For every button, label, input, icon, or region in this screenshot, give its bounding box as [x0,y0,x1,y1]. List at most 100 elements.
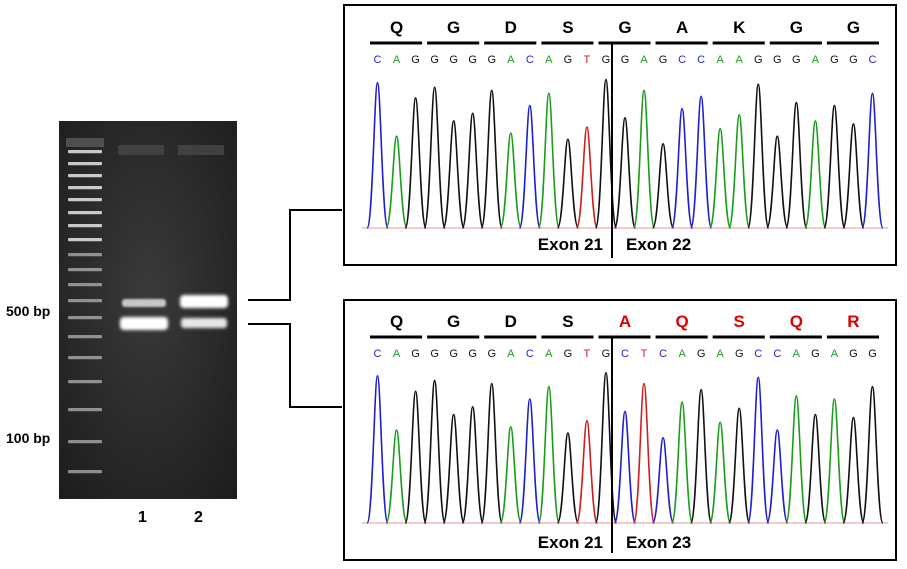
trace-peak [442,413,465,524]
trace-peak [613,117,637,229]
trace-peak [385,135,408,229]
base-call: G [868,348,877,360]
amino-acid-label: Q [390,18,403,37]
base-call: G [411,348,420,360]
ladder-band [68,470,102,474]
amino-acid-label: S [562,18,573,37]
trace-peak [461,112,484,229]
base-call: A [717,54,725,66]
base-call: A [717,348,725,360]
ladder-band [68,356,102,360]
base-call: C [697,54,705,66]
trace-peak [651,436,675,524]
trace-peak [480,382,503,524]
ladder-band [68,380,102,384]
ladder-band [68,299,102,303]
ladder-band [68,211,102,215]
ladder-band [68,316,102,320]
ladder-band [68,186,102,190]
connector-lower-band-to-exon23 [248,323,342,408]
panel-bottom-border [343,299,897,561]
ladder-band [68,224,102,228]
base-call: G [697,348,706,360]
base-call: A [831,348,839,360]
base-call: A [393,348,401,360]
amino-acid-label: A [619,312,631,331]
connector-upper-band-to-exon22 [248,209,342,301]
trace-peak [804,413,827,524]
lane-1-bands [120,299,168,330]
amino-acid-label: S [562,312,573,331]
trace-peak [556,432,580,524]
lane-2-label: 2 [194,509,203,526]
trace-peak [461,405,484,524]
base-call: C [374,348,382,360]
trace-peak [766,429,789,524]
amino-acid-label: G [847,18,860,37]
trace-peak [575,419,599,524]
trace-peak [537,385,561,524]
base-call: G [449,348,458,360]
gel-electrophoresis-image [59,121,237,499]
base-call: C [754,348,762,360]
base-call: C [526,348,534,360]
lane-2-bands [180,295,228,328]
trace-peak [575,126,599,229]
amino-acid-label: S [734,312,745,331]
trace-peak [842,123,865,229]
ladder-band [68,283,102,287]
trace-peak [861,92,884,229]
trace-peak [747,83,770,229]
base-call: G [754,54,763,66]
base-call: A [678,348,686,360]
ladder-band [68,253,102,257]
base-call: C [621,348,629,360]
trace-peak [518,398,542,524]
base-call: G [773,54,782,66]
ladder-band [68,162,102,166]
base-call: C [678,54,686,66]
trace-peak [499,132,523,229]
gel-background [59,121,237,499]
ladder-band [68,238,102,242]
trace-peak [670,107,694,229]
base-call: G [621,54,630,66]
base-call: G [430,348,439,360]
amino-acid-label: R [847,312,859,331]
trace-peak [727,113,751,229]
trace-peak [785,395,808,524]
lane-1-lower-band [120,317,168,330]
gel-well-lane-1 [118,145,164,155]
ladder-band [68,440,102,444]
amino-acid-label: G [447,18,460,37]
amino-acid-label: Q [675,312,688,331]
base-call: A [507,348,515,360]
trace-peak [804,120,827,229]
panel-top-exon-right-label: Exon 22 [626,235,691,254]
ladder-band [68,174,102,178]
trace-peak [518,104,542,229]
base-call: G [487,54,496,66]
trace-peak [842,416,865,524]
base-call: G [564,348,573,360]
amino-acid-label: Q [790,312,803,331]
base-call: A [507,54,515,66]
trace-peak [442,120,465,229]
base-call: T [584,348,591,360]
panel-bottom-exon-right-label: Exon 23 [626,533,691,552]
trace-peak [385,429,408,524]
lane-1-label: 1 [138,509,147,526]
trace-peak [366,374,389,524]
amino-acid-label: G [790,18,803,37]
amino-acid-label: G [618,18,631,37]
trace-peak [708,421,732,524]
panel-top-exon-left-label: Exon 21 [538,235,603,254]
trace-peak [823,398,846,524]
ladder-band [68,335,102,339]
base-call: G [430,54,439,66]
